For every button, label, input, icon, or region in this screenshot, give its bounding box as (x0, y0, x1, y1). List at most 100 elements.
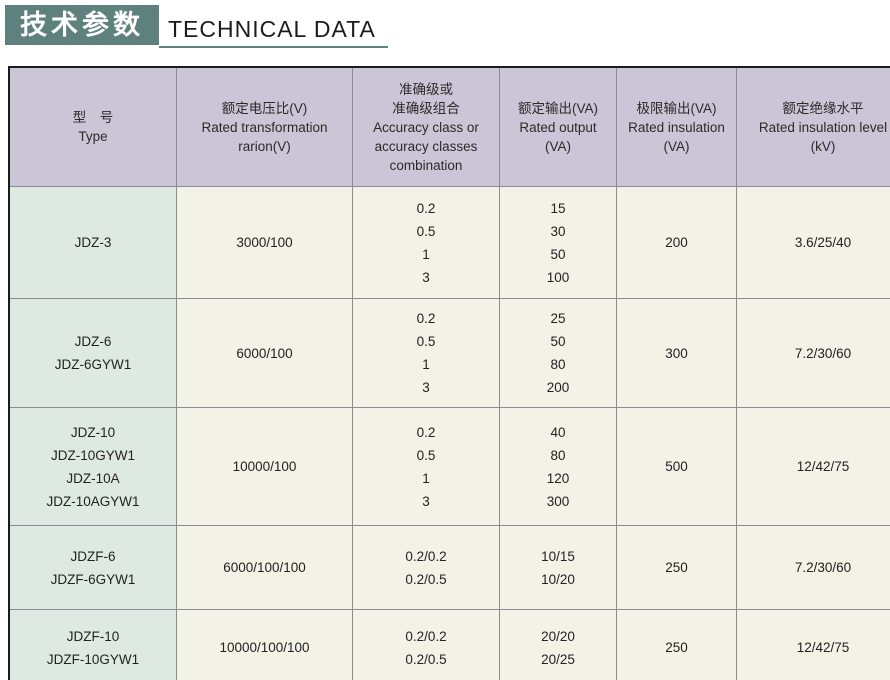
cell-limit: 300 (616, 298, 737, 408)
header-line: combination (389, 157, 463, 173)
cell-limit: 250 (616, 525, 737, 610)
cell-accuracy: 0.2/0.2 0.2/0.5 (352, 609, 500, 680)
cell-insulation: 12/42/75 (736, 407, 890, 526)
cell-ratio: 3000/100 (176, 186, 353, 299)
cell-accuracy: 0.2 0.5 1 3 (352, 186, 500, 299)
cell-limit: 500 (616, 407, 737, 526)
cell-line: 0.2/0.2 (405, 628, 447, 644)
table-row: JDZ-3 3000/100 0.2 0.5 1 3 15 30 50 100 200 3.6/25/… (8, 186, 890, 299)
cell-line: JDZ-6GYW1 (54, 357, 132, 372)
header-line: Rated insulation (628, 119, 725, 135)
header-line: Accuracy class or (373, 119, 479, 135)
section-title: 技术参数 TECHNICAL DATA (0, 0, 890, 48)
cell-line: 300 (665, 345, 688, 361)
table-header-row: 型 号 Type 额定电压比(V) Rated transformation rario… (8, 66, 890, 187)
cell-line: JDZ-10 (70, 424, 116, 440)
cell-line: JDZ-6 (74, 334, 112, 349)
cell-line: 0.5 (416, 223, 436, 239)
cell-line: 6000/100 (236, 345, 293, 361)
header-line: (VA) (663, 138, 690, 154)
cell-line: 250 (665, 640, 688, 655)
cell-type: JDZ-3 (8, 186, 177, 299)
cell-line: 20/20 (541, 628, 575, 644)
cell-line: JDZ-10AGYW1 (46, 493, 140, 509)
column-header-accuracy: 准确级或 准确级组合 Accuracy class or accuracy class… (352, 66, 500, 187)
header-line: 额定电压比(V) (221, 100, 308, 116)
header-line: Rated output (519, 119, 597, 135)
cell-line: 80 (550, 357, 566, 372)
cell-line: 3000/100 (236, 235, 293, 250)
cell-line: 0.2 (416, 200, 436, 216)
cell-line: 3.6/25/40 (794, 235, 852, 250)
cell-line: 0.2 (416, 311, 436, 326)
cell-output: 40 80 120 300 (499, 407, 617, 526)
cell-ratio: 6000/100 (176, 298, 353, 408)
header-line: 准确级组合 (392, 100, 460, 116)
cell-accuracy: 0.2 0.5 1 3 (352, 407, 500, 526)
cell-line: JDZF-6GYW1 (50, 571, 136, 587)
cell-output: 10/15 10/20 (499, 525, 617, 610)
cell-line: 3 (422, 380, 430, 395)
cell-line: 0.2/0.5 (405, 651, 447, 667)
cell-line: 30 (550, 223, 566, 239)
header-line: Type (78, 129, 108, 144)
table-row: JDZ-10 JDZ-10GYW1 JDZ-10A JDZ-10AGYW1 10000/… (8, 407, 890, 526)
cell-line: 10/20 (541, 571, 575, 587)
cell-type: JDZF-6 JDZF-6GYW1 (8, 525, 177, 610)
header-line: Rated insulation level (758, 119, 888, 135)
column-header-output: 额定输出(VA) Rated output (VA) (499, 66, 617, 187)
cell-type: JDZ-10 JDZ-10GYW1 JDZ-10A JDZ-10AGYW1 (8, 407, 177, 526)
cell-type: JDZF-10 JDZF-10GYW1 (8, 609, 177, 680)
column-header-type: 型 号 Type (8, 66, 177, 187)
cell-line: 0.2 (416, 424, 436, 440)
cell-line: JDZ-10GYW1 (50, 447, 135, 463)
cell-output: 15 30 50 100 (499, 186, 617, 299)
cell-ratio: 6000/100/100 (176, 525, 353, 610)
cell-line: 10/15 (541, 548, 575, 564)
cell-line: 6000/100/100 (223, 560, 306, 575)
header-line: 额定输出(VA) (518, 100, 598, 116)
cell-accuracy: 0.2/0.2 0.2/0.5 (352, 525, 500, 610)
header-line: 型 号 (72, 110, 114, 125)
header-line: (kV) (810, 138, 836, 154)
cell-line: JDZF-10 (66, 628, 120, 644)
cell-line: 0.5 (416, 334, 436, 349)
cell-line: 80 (550, 447, 566, 463)
cell-line: 50 (550, 334, 566, 349)
header-line: 额定绝缘水平 (782, 100, 864, 116)
cell-line: 500 (665, 459, 688, 474)
section-title-chinese: 技术参数 (5, 5, 159, 45)
header-line: 极限输出(VA) (636, 100, 717, 116)
header-line: (VA) (545, 138, 571, 154)
cell-line: 7.2/30/60 (794, 345, 852, 361)
header-line: accuracy classes (374, 138, 478, 154)
cell-line: 15 (550, 200, 566, 216)
cell-ratio: 10000/100 (176, 407, 353, 526)
cell-line: 10000/100/100 (219, 640, 310, 655)
column-header-ratio: 额定电压比(V) Rated transformation rarion(V) (176, 66, 353, 187)
table-row: JDZF-6 JDZF-6GYW1 6000/100/100 0.2/0.2 0.2/0… (8, 525, 890, 610)
cell-line: JDZ-3 (74, 235, 112, 250)
cell-line: 3 (422, 269, 430, 285)
cell-line: 1 (422, 246, 430, 262)
cell-line: 25 (550, 311, 566, 326)
cell-line: 12/42/75 (796, 640, 850, 655)
cell-accuracy: 0.2 0.5 1 3 (352, 298, 500, 408)
cell-insulation: 12/42/75 (736, 609, 890, 680)
cell-line: 100 (546, 269, 570, 285)
header-line: rarion(V) (238, 138, 291, 154)
header-line: Rated transformation (201, 119, 328, 135)
cell-line: 3 (422, 493, 430, 509)
table-row: JDZF-10 JDZF-10GYW1 10000/100/100 0.2/0.2 0.… (8, 609, 890, 680)
cell-line: 0.2/0.2 (405, 548, 447, 564)
cell-insulation: 7.2/30/60 (736, 298, 890, 408)
table-row: JDZ-6 JDZ-6GYW1 6000/100 0.2 0.5 1 3 25 50 80 200 3… (8, 298, 890, 408)
cell-line: JDZF-6 (70, 548, 116, 564)
cell-type: JDZ-6 JDZ-6GYW1 (8, 298, 177, 408)
cell-line: JDZF-10GYW1 (46, 651, 140, 667)
table-body: JDZ-3 3000/100 0.2 0.5 1 3 15 30 50 100 200 3.6/25/… (8, 186, 890, 680)
column-header-limit: 极限输出(VA) Rated insulation (VA) (616, 66, 737, 187)
cell-output: 25 50 80 200 (499, 298, 617, 408)
cell-line: JDZ-10A (66, 470, 120, 486)
